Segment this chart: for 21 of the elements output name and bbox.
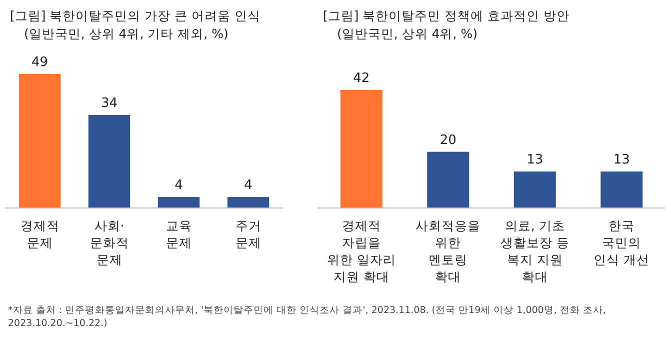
chart-title: [그림] 북한이탈주민 정책에 효과적인 방안 xyxy=(323,8,570,23)
chart-subtitle: (일반국민, 상위 4위, %) xyxy=(337,26,478,41)
data-label: 13 xyxy=(526,152,544,168)
data-label: 34 xyxy=(100,96,118,112)
data-label: 4 xyxy=(174,178,183,194)
x-tick-label: 경제적 자립을 위한 일자리 지원 확대 xyxy=(326,218,396,284)
data-label: 4 xyxy=(244,178,252,194)
data-label: 42 xyxy=(353,71,370,86)
data-label: 20 xyxy=(440,132,456,148)
x-tick-label: 주거 문제 xyxy=(235,218,262,250)
x-tick-label: 의료, 기초 생활보장 등 복지 지원 확대 xyxy=(500,218,570,284)
data-label: 13 xyxy=(613,152,630,168)
x-tick-label: 한국 국민의 인식 개선 xyxy=(594,218,650,267)
x-tick-label: 사회· 문화적 문제 xyxy=(90,218,129,267)
text: *자료 출처 : 민주평화통일자문회의사무처, '북한이탈주민에 대한 인식조사 결과', 2023.11.08. (전국 만19세 이상 1,000명, 전화 조사, 2023.10.20.~10.22.) xyxy=(8,305,606,329)
x-tick-label: 교육 문제 xyxy=(166,218,192,250)
x-tick-label: 경제적 문제 xyxy=(20,218,60,250)
chart-subtitle: (일반국민, 상위 4위, 기타 제외, %) xyxy=(24,26,228,41)
chart-title: [그림] 북한이탈주민의 가장 큰 어려움 인식 xyxy=(10,8,261,23)
data-label: 49 xyxy=(31,55,48,70)
x-tick-label: 사회적응을 위한 멘토링 확대 xyxy=(416,218,481,284)
